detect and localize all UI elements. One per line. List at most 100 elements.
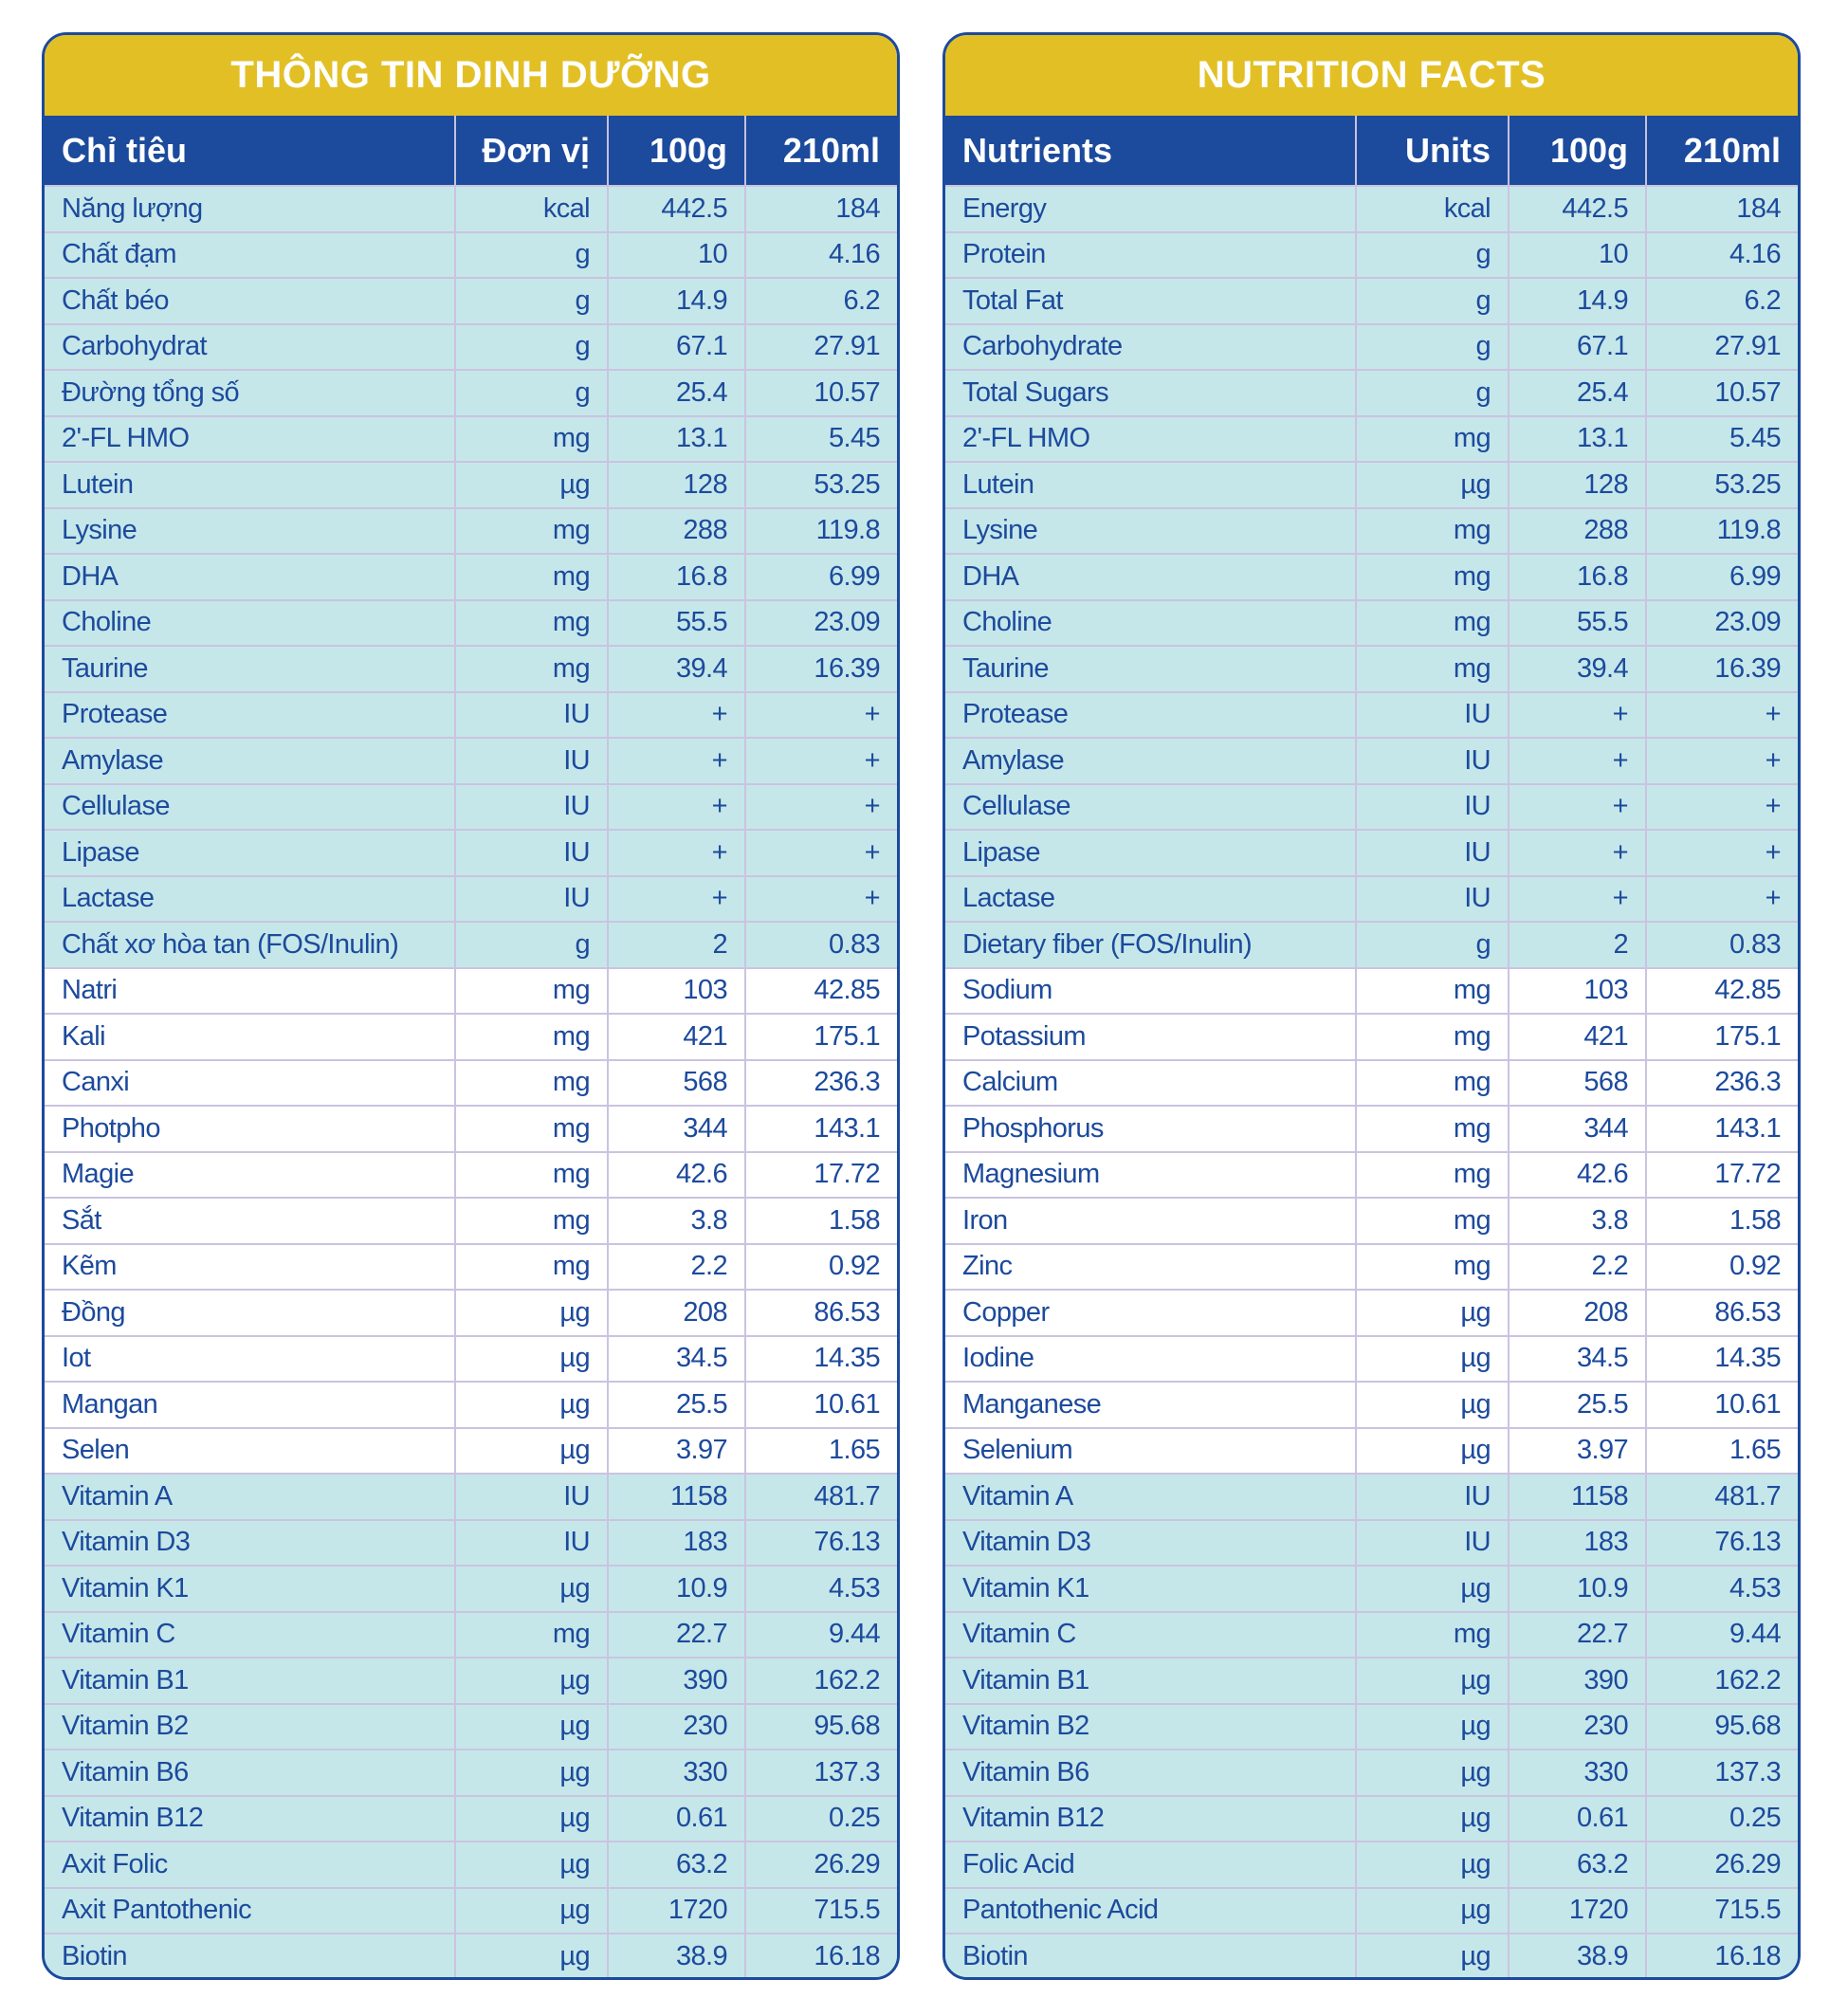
unit: IU: [1355, 737, 1509, 784]
value-per-210ml: 715.5: [744, 1886, 897, 1934]
unit: µg: [454, 1565, 608, 1612]
header-nutrient: Nutrients: [945, 116, 1356, 186]
unit: g: [1355, 230, 1509, 278]
nutrient-name: Vitamin A: [45, 1473, 455, 1520]
table-row: Axit Pantothenic µg 1720 715.5: [45, 1886, 897, 1934]
nutrient-name: Vitamin B12: [45, 1794, 455, 1842]
value-per-210ml: 17.72: [744, 1150, 897, 1198]
value-per-210ml: 10.61: [1645, 1381, 1798, 1428]
value-per-100g: 421: [607, 1013, 745, 1060]
nutrient-name: Kẽm: [45, 1242, 455, 1290]
table-row: Protease IU + +: [45, 690, 897, 738]
unit: µg: [454, 1334, 608, 1382]
unit: g: [454, 921, 608, 968]
unit: µg: [454, 1426, 608, 1474]
table-row: DHA mg 16.8 6.99: [945, 553, 1798, 600]
value-per-210ml: 4.53: [1645, 1565, 1798, 1612]
value-per-100g: 34.5: [1508, 1334, 1646, 1382]
table-row: Lipase IU + +: [45, 829, 897, 876]
unit: mg: [454, 1058, 608, 1106]
unit: µg: [1355, 1657, 1509, 1704]
value-per-210ml: 10.57: [1645, 369, 1798, 416]
value-per-100g: 230: [1508, 1702, 1646, 1750]
unit: IU: [454, 782, 608, 830]
unit: g: [1355, 277, 1509, 324]
unit: µg: [1355, 1565, 1509, 1612]
english-nutrition-panel: NUTRITION FACTS Nutrients Units 100g 210…: [942, 32, 1801, 1980]
unit: mg: [454, 598, 608, 646]
unit: IU: [1355, 874, 1509, 922]
value-per-210ml: +: [1645, 874, 1798, 922]
unit: mg: [1355, 1058, 1509, 1106]
table-row: 2'-FL HMO mg 13.1 5.45: [945, 414, 1798, 462]
value-per-100g: 1158: [1508, 1473, 1646, 1520]
nutrient-name: Vitamin A: [945, 1473, 1356, 1520]
unit: µg: [1355, 1334, 1509, 1382]
value-per-100g: 128: [607, 461, 745, 508]
table-row: Đường tổng số g 25.4 10.57: [45, 369, 897, 416]
unit: kcal: [1355, 185, 1509, 232]
value-per-100g: +: [607, 737, 745, 784]
value-per-210ml: 481.7: [1645, 1473, 1798, 1520]
value-per-210ml: 4.16: [744, 230, 897, 278]
value-per-100g: 390: [1508, 1657, 1646, 1704]
table-row: Canxi mg 568 236.3: [45, 1058, 897, 1106]
unit: IU: [454, 737, 608, 784]
nutrient-name: Đồng: [45, 1289, 455, 1336]
value-per-100g: 14.9: [1508, 277, 1646, 324]
value-per-210ml: 4.16: [1645, 230, 1798, 278]
table-row: Cellulase IU + +: [45, 782, 897, 830]
value-per-100g: +: [1508, 737, 1646, 784]
nutrition-table: Nutrients Units 100g 210ml Energy kcal 442…: [945, 116, 1798, 1977]
value-per-100g: 442.5: [1508, 185, 1646, 232]
table-row: Chất đạm g 10 4.16: [45, 230, 897, 278]
unit: µg: [1355, 1794, 1509, 1842]
table-row: Axit Folic µg 63.2 26.29: [45, 1841, 897, 1888]
table-row: Choline mg 55.5 23.09: [945, 598, 1798, 646]
value-per-210ml: 1.65: [1645, 1426, 1798, 1474]
unit: mg: [1355, 1150, 1509, 1198]
value-per-210ml: 6.2: [744, 277, 897, 324]
unit: µg: [1355, 1426, 1509, 1474]
nutrient-name: Đường tổng số: [45, 369, 455, 416]
table-row: Taurine mg 39.4 16.39: [945, 645, 1798, 692]
value-per-100g: 34.5: [607, 1334, 745, 1382]
value-per-100g: 16.8: [607, 553, 745, 600]
nutrient-name: Axit Pantothenic: [45, 1886, 455, 1934]
unit: µg: [454, 1749, 608, 1796]
nutrient-name: Manganese: [945, 1381, 1356, 1428]
value-per-100g: 344: [1508, 1105, 1646, 1152]
value-per-100g: 330: [1508, 1749, 1646, 1796]
unit: g: [1355, 322, 1509, 370]
unit: µg: [1355, 1749, 1509, 1796]
unit: µg: [1355, 1289, 1509, 1336]
value-per-210ml: 119.8: [744, 506, 897, 554]
value-per-210ml: 715.5: [1645, 1886, 1798, 1934]
table-row: DHA mg 16.8 6.99: [45, 553, 897, 600]
nutrient-name: Mangan: [45, 1381, 455, 1428]
value-per-100g: 183: [607, 1518, 745, 1566]
value-per-210ml: 6.2: [1645, 277, 1798, 324]
unit: µg: [1355, 1886, 1509, 1934]
value-per-100g: 63.2: [607, 1841, 745, 1888]
nutrient-name: Vitamin B1: [945, 1657, 1356, 1704]
nutrient-name: Lysine: [945, 506, 1356, 554]
value-per-210ml: 23.09: [744, 598, 897, 646]
value-per-210ml: 5.45: [1645, 414, 1798, 462]
unit: mg: [1355, 414, 1509, 462]
value-per-100g: 38.9: [1508, 1933, 1646, 1977]
value-per-210ml: 10.57: [744, 369, 897, 416]
unit: g: [454, 277, 608, 324]
value-per-210ml: 0.25: [1645, 1794, 1798, 1842]
nutrient-name: Vitamin B6: [45, 1749, 455, 1796]
table-row: Vitamin B6 µg 330 137.3: [945, 1749, 1798, 1796]
value-per-210ml: 1.58: [744, 1197, 897, 1244]
value-per-210ml: +: [1645, 829, 1798, 876]
table-row: Vitamin B6 µg 330 137.3: [45, 1749, 897, 1796]
nutrient-name: Canxi: [45, 1058, 455, 1106]
table-row: Iodine µg 34.5 14.35: [945, 1334, 1798, 1382]
value-per-210ml: 5.45: [744, 414, 897, 462]
nutrient-name: Lysine: [45, 506, 455, 554]
unit: IU: [454, 829, 608, 876]
